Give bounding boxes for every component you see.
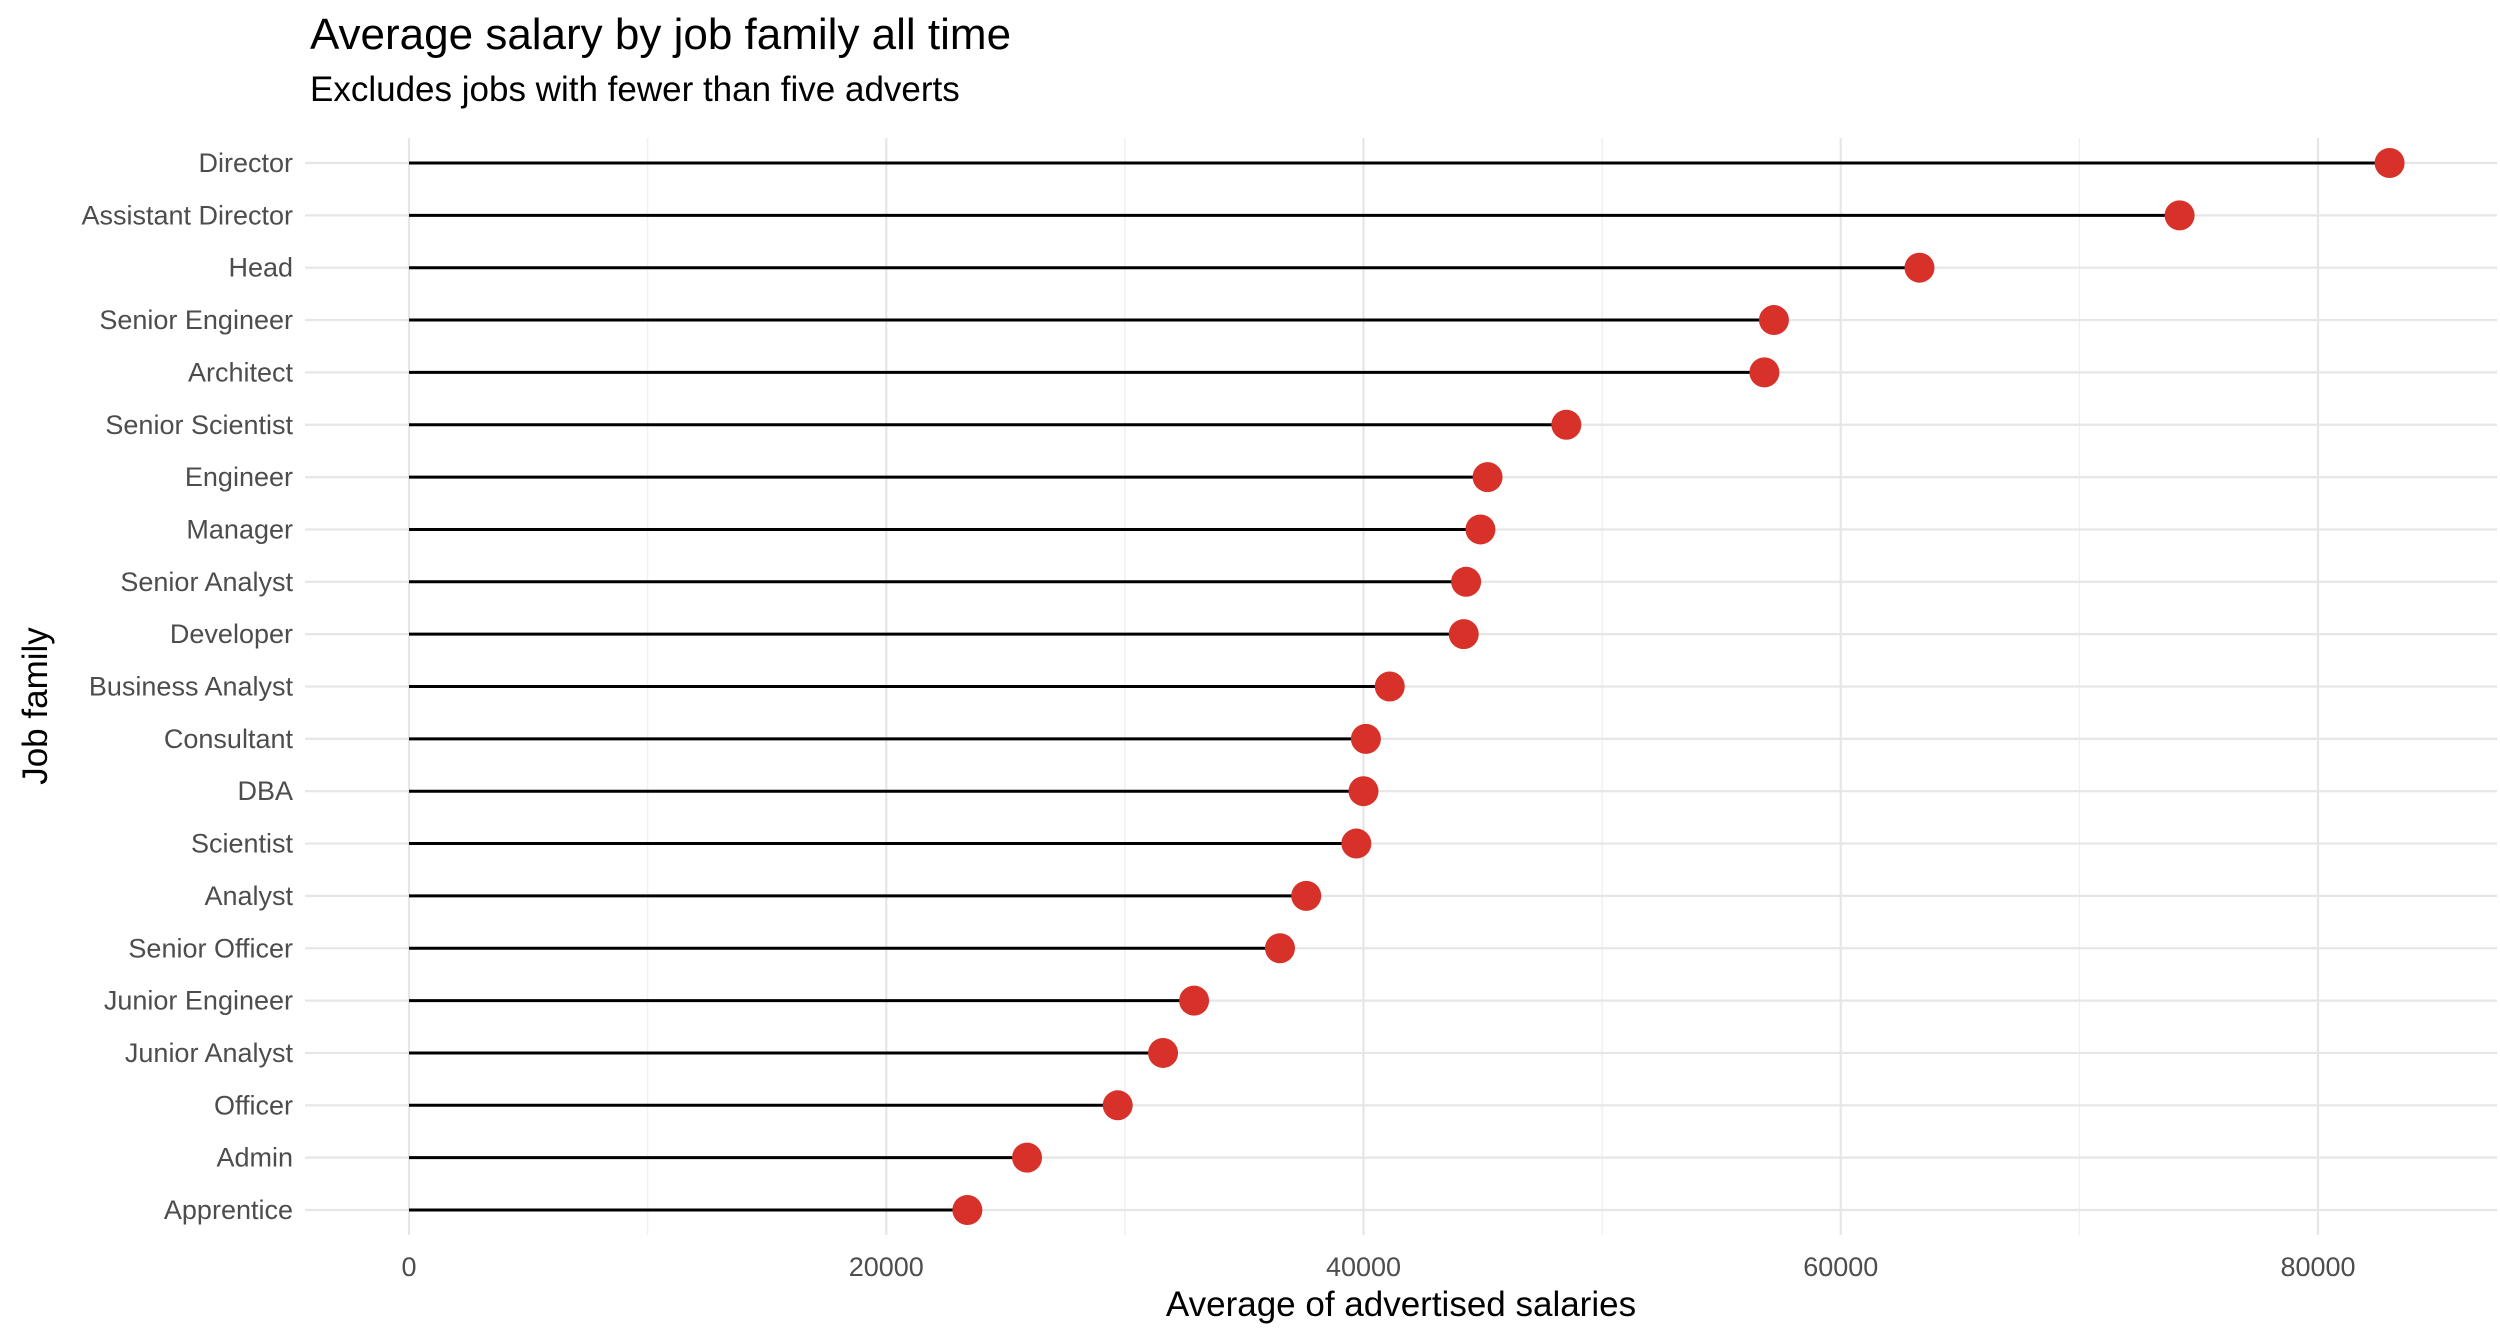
lollipop-point [1350, 723, 1381, 754]
y-tick-label: Junior Analyst [125, 1038, 294, 1068]
lollipop-point [1758, 305, 1789, 336]
y-tick-label: Consultant [164, 724, 294, 754]
y-axis-title: Job family [16, 627, 55, 785]
lollipop-point [1465, 514, 1496, 545]
lollipop-point [1472, 462, 1503, 493]
lollipop-point [1012, 1142, 1043, 1173]
y-tick-label: Admin [216, 1143, 293, 1173]
x-axis-tick-labels: 0 20000 40000 60000 80000 [401, 1252, 2355, 1282]
lollipop-point [1341, 828, 1372, 859]
lollipop-point [1904, 252, 1935, 283]
y-tick-label: Manager [186, 514, 293, 544]
y-tick-label: Senior Scientist [105, 410, 293, 440]
y-tick-label: Engineer [185, 462, 293, 492]
y-tick-label: Senior Engineer [99, 305, 293, 335]
y-tick-label: DBA [237, 776, 293, 806]
y-tick-label: Head [228, 253, 293, 283]
lollipop-stems [409, 161, 2390, 1212]
lollipop-point [1291, 880, 1322, 911]
y-tick-label: Senior Officer [128, 933, 293, 963]
y-tick-label: Junior Engineer [104, 986, 293, 1016]
lollipop-point [952, 1195, 983, 1225]
lollipop-point [2164, 200, 2195, 231]
lollipop-point [1102, 1090, 1133, 1121]
x-tick-label: 0 [401, 1252, 416, 1282]
y-tick-label: Apprentice [164, 1195, 293, 1225]
y-tick-label: Scientist [191, 829, 294, 859]
lollipop-point [1551, 409, 1582, 440]
lollipop-point [1749, 357, 1780, 388]
y-tick-label: Business Analyst [89, 672, 294, 702]
y-tick-label: Assistant Director [81, 200, 293, 230]
y-tick-label: Officer [214, 1090, 293, 1120]
x-tick-label: 80000 [2280, 1252, 2355, 1282]
y-tick-label: Developer [170, 619, 293, 649]
x-tick-label: 40000 [1326, 1252, 1401, 1282]
lollipop-point [1348, 776, 1379, 807]
y-tick-label: Senior Analyst [120, 567, 293, 597]
y-axis-tick-labels: Director Assistant Director Head Senior Eng… [81, 148, 293, 1225]
x-tick-label: 20000 [849, 1252, 924, 1282]
lollipop-point [1179, 985, 1210, 1016]
chart-subtitle: Excludes jobs with fewer than five adver… [310, 70, 960, 109]
x-tick-label: 60000 [1803, 1252, 1878, 1282]
lollipop-points [952, 148, 2405, 1225]
lollipop-point [1374, 671, 1405, 702]
lollipop-point [1264, 933, 1295, 964]
y-tick-label: Director [198, 148, 293, 178]
lollipop-point [1448, 619, 1479, 650]
lollipop-point [2374, 148, 2405, 178]
chart-title: Average salary by job family all time [310, 10, 1012, 59]
x-axis-title: Average of advertised salaries [1166, 1285, 1636, 1324]
y-tick-label: Architect [188, 357, 294, 387]
lollipop-point [1148, 1037, 1179, 1068]
y-tick-label: Analyst [204, 881, 293, 911]
lollipop-point [1451, 566, 1482, 597]
